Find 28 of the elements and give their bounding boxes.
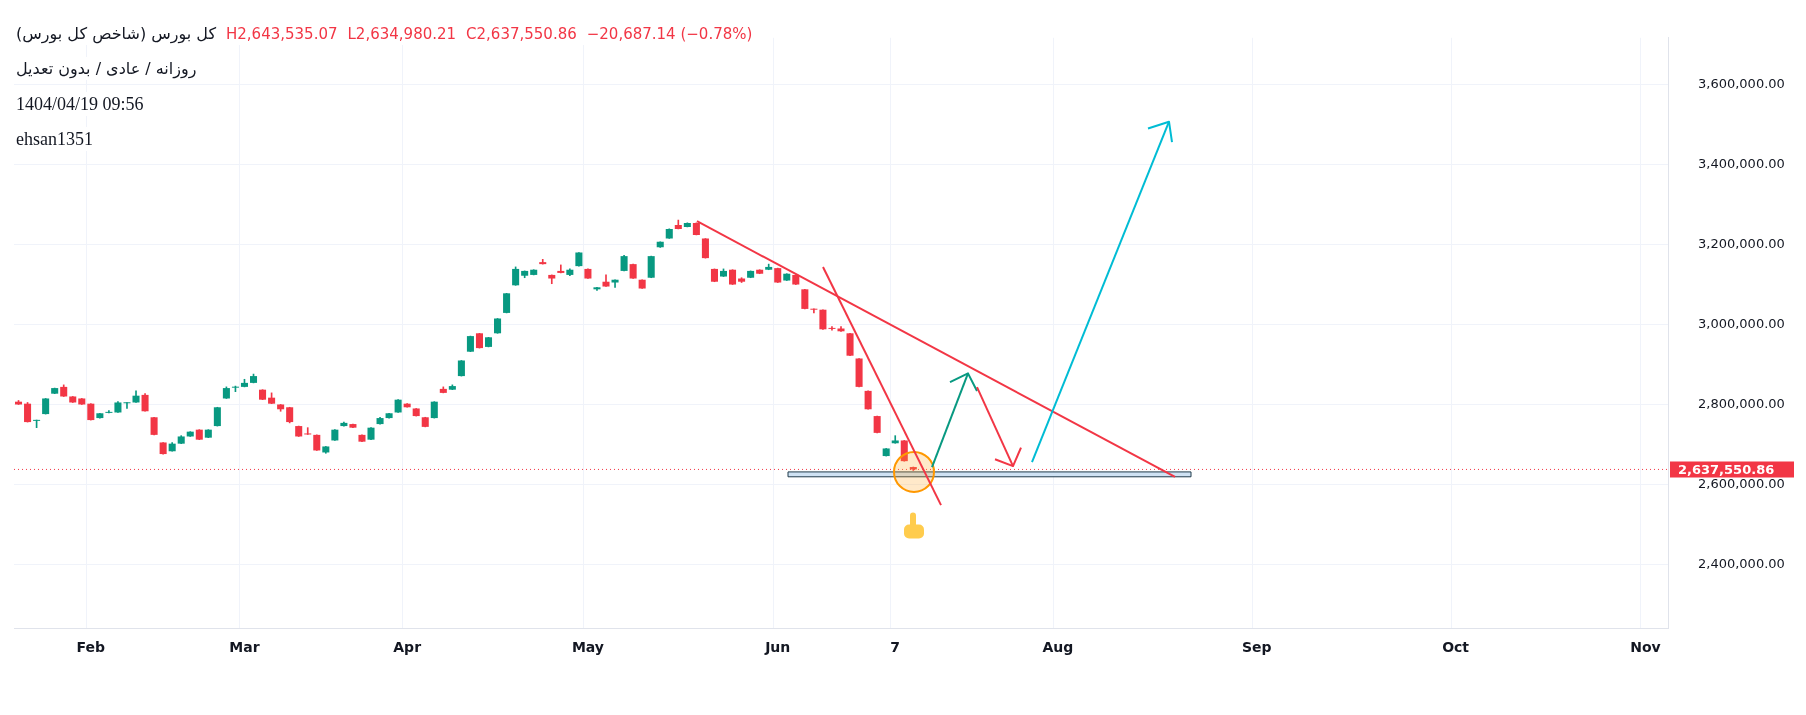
x-tick-label: Aug	[1042, 639, 1074, 656]
y-tick-label: 3,200,000.00	[1698, 235, 1785, 251]
y-tick-label: 3,400,000.00	[1698, 155, 1785, 171]
x-tick-label: May	[571, 639, 604, 656]
x-tick-label: Oct	[1442, 639, 1470, 656]
y-tick-label: 2,600,000.00	[1698, 475, 1785, 491]
candlestick	[123, 402, 131, 409]
x-tick-label: Mar	[229, 639, 260, 656]
annotation: H2,643,535.07	[226, 25, 338, 43]
x-tick-label: Feb	[76, 639, 106, 656]
annotation: L2,634,980.21	[347, 25, 457, 43]
y-tick-label: 3,000,000.00	[1698, 315, 1785, 331]
x-tick-label: Sep	[1241, 639, 1272, 656]
annotation: C2,637,550.86	[466, 25, 577, 43]
y-tick-label: 3,600,000.00	[1698, 75, 1785, 91]
text: روزانه / عادی / بدون تعدیل	[12, 57, 201, 80]
annotation: 1404/04/19 09:56	[12, 92, 148, 116]
ref-line-label: 2,637,550.86	[1678, 461, 1775, 477]
x-tick-label: Nov	[1630, 639, 1661, 656]
annotation: ehsan1351	[12, 127, 97, 151]
x-tick-label: Jun	[764, 639, 791, 656]
y-tick-label: 2,400,000.00	[1698, 555, 1785, 571]
x-tick-label: 7	[890, 639, 901, 656]
x-tick-label: Apr	[393, 639, 422, 656]
candlestick	[304, 427, 312, 435]
annotation: −20,687.14 (−0.78%)	[586, 25, 753, 43]
chart-title: کل بورس (شاخص کل بورس)	[16, 24, 217, 43]
y-tick-label: 2,800,000.00	[1698, 395, 1785, 411]
